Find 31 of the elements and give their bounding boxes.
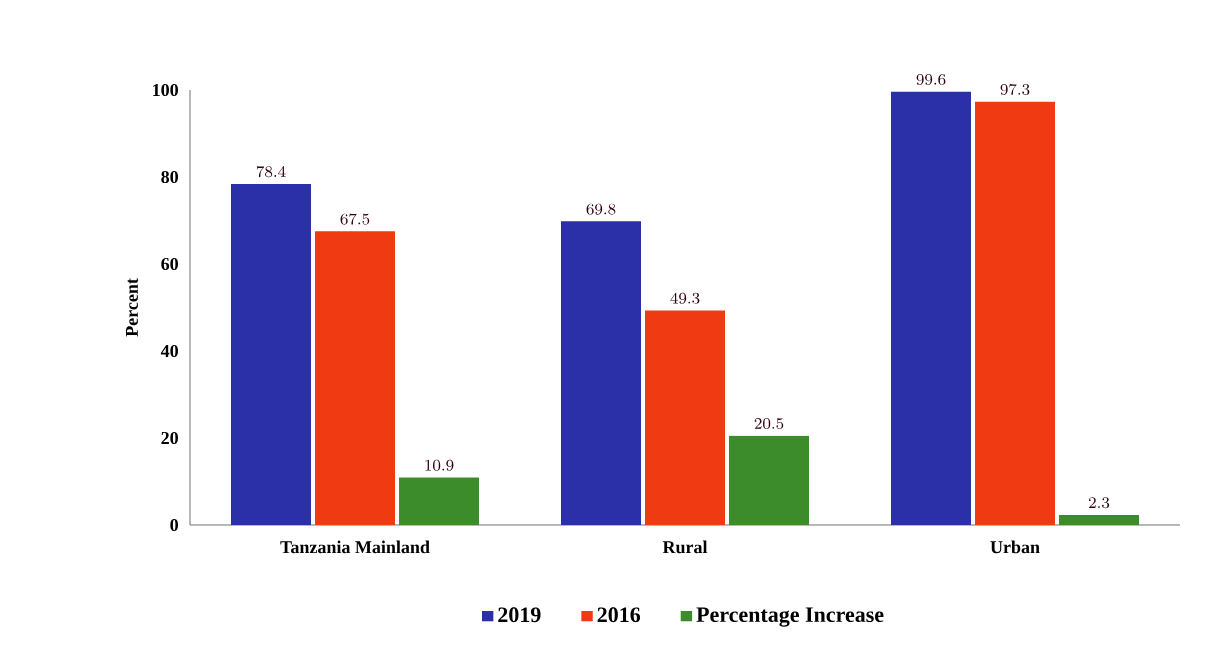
bar bbox=[231, 183, 312, 525]
bar bbox=[399, 477, 480, 525]
data-label: 69.8 bbox=[586, 203, 616, 215]
data-label: 49.3 bbox=[670, 292, 700, 304]
legend-label: 2016 bbox=[597, 607, 641, 623]
y-tick-label: 80 bbox=[161, 170, 178, 184]
data-label: 97.3 bbox=[1000, 83, 1030, 96]
bar bbox=[561, 221, 642, 525]
bar bbox=[975, 101, 1056, 525]
y-tick-label: 0 bbox=[170, 518, 178, 532]
bar bbox=[315, 231, 396, 525]
data-label: 2.3 bbox=[1088, 497, 1110, 509]
data-label: 10.9 bbox=[425, 459, 454, 471]
x-tick-label: Rural bbox=[662, 540, 708, 554]
data-label: 99.6 bbox=[916, 74, 946, 86]
bar bbox=[645, 310, 726, 525]
bar bbox=[1059, 514, 1140, 525]
y-tick-label: 40 bbox=[160, 344, 178, 358]
y-tick-label: 20 bbox=[161, 431, 178, 445]
bar bbox=[891, 91, 972, 525]
data-label: 78.4 bbox=[256, 166, 286, 178]
data-label: 20.5 bbox=[754, 418, 784, 430]
y-axis-title: Percent bbox=[125, 278, 138, 337]
data-label: 67.5 bbox=[340, 213, 370, 225]
x-tick-label: Tanzania Mainland bbox=[280, 540, 430, 554]
bar bbox=[729, 435, 810, 525]
y-tick-label: 60 bbox=[161, 257, 178, 271]
legend-label: 2019 bbox=[498, 607, 541, 623]
x-tick-label: Urban bbox=[990, 540, 1040, 554]
y-tick-label: 100 bbox=[153, 83, 178, 97]
legend-label: Percentage Increase bbox=[696, 607, 884, 627]
